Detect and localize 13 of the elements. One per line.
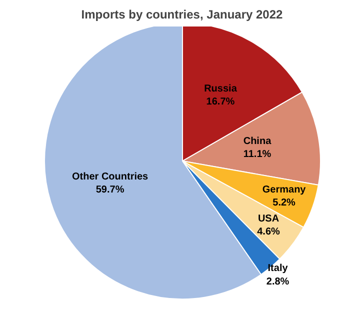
data-label: 4.6% — [257, 226, 280, 238]
data-label: 16.7% — [206, 96, 235, 108]
slice-label: China — [243, 136, 272, 147]
slice-label: USA — [258, 213, 280, 224]
slice-label: Other Countries — [72, 172, 149, 183]
slice-label: Germany — [262, 184, 306, 196]
chart-title: Imports by countries, January 2022 — [81, 8, 284, 22]
data-label: 5.2% — [272, 198, 296, 209]
slice-label: Italy — [268, 263, 288, 274]
data-label: 11.1% — [243, 149, 272, 160]
slice-label: Russia — [204, 83, 238, 94]
data-label: 2.8% — [266, 276, 290, 288]
data-label: 59.7% — [96, 184, 124, 196]
